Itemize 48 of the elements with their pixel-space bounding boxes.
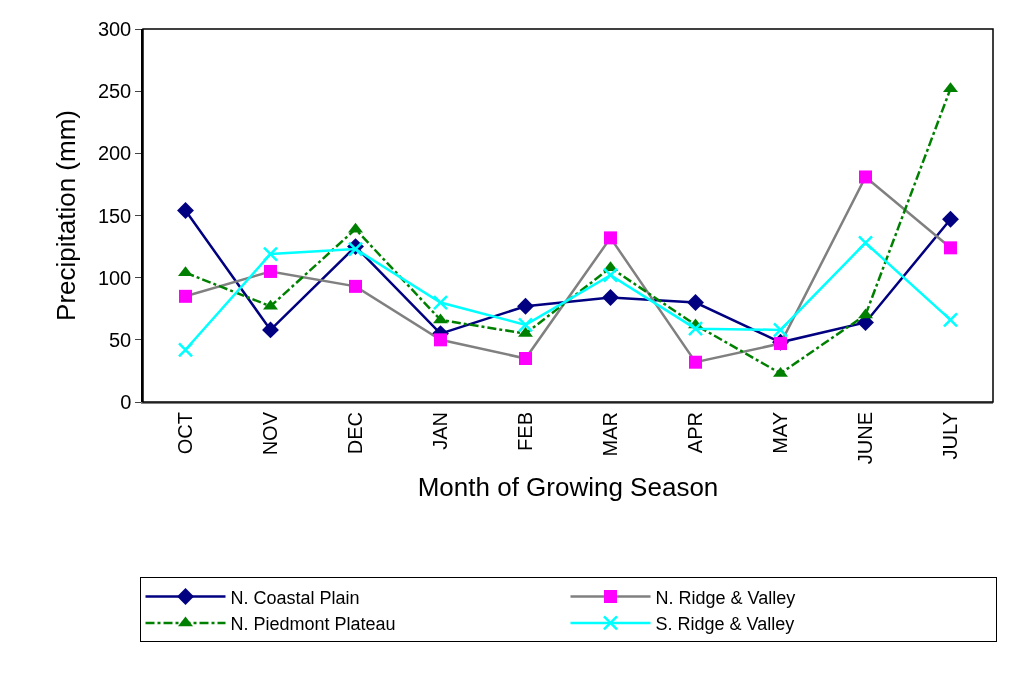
x-tick-label: APR <box>684 412 706 454</box>
point <box>602 267 619 283</box>
legend-label: S. Ridge & Valley <box>655 613 795 634</box>
x-tick-label: DEC <box>344 412 366 455</box>
y-tick-label: 250 <box>97 80 132 103</box>
y-tick-label: 50 <box>109 328 132 351</box>
x-tick-label: MAY <box>769 412 791 454</box>
point <box>177 202 194 219</box>
point <box>349 279 362 293</box>
y-tick-label: 100 <box>97 266 132 289</box>
point <box>942 210 959 228</box>
x-tick-label: JULY <box>939 412 961 460</box>
point <box>517 297 534 315</box>
point <box>689 355 702 369</box>
point <box>602 289 619 307</box>
point <box>179 289 192 303</box>
point <box>942 312 959 328</box>
x-tick-label: MAR <box>599 412 621 457</box>
point <box>177 342 194 358</box>
x-tick-label: NOV <box>259 411 281 456</box>
point <box>264 264 277 278</box>
point <box>519 351 532 365</box>
x-tick-label: OCT <box>174 412 196 455</box>
point <box>857 235 874 251</box>
y-tick-label: 300 <box>97 18 132 40</box>
legend-label: N. Ridge & Valley <box>655 587 796 608</box>
point <box>772 322 789 338</box>
x-axis-title: Month of Growing Season <box>417 472 719 503</box>
point <box>262 246 279 262</box>
point <box>604 231 617 245</box>
point <box>432 294 449 311</box>
legend-label: N. Coastal Plain <box>230 587 360 608</box>
x-tick-label: FEB <box>514 412 536 451</box>
x-tick-label: JUNE <box>854 412 876 465</box>
point <box>687 320 704 337</box>
y-tick-label: 150 <box>97 204 132 227</box>
y-tick-label: 200 <box>97 142 132 165</box>
legend-label: N. Piedmont Plateau <box>230 613 396 634</box>
point <box>517 317 534 333</box>
point <box>687 294 704 311</box>
point <box>262 321 279 339</box>
y-tick-label: 0 <box>120 391 132 413</box>
point <box>859 170 872 184</box>
point <box>774 337 787 351</box>
point <box>434 333 447 347</box>
x-tick-label: JAN <box>429 412 451 450</box>
y-axis-title: Precipitation (mm) <box>50 110 81 321</box>
point <box>944 241 957 255</box>
